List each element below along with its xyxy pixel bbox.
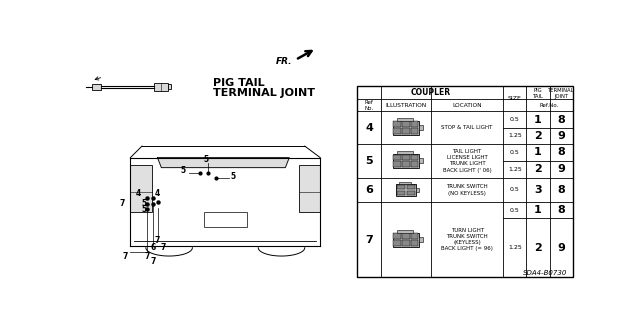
Text: 2: 2 bbox=[534, 164, 542, 174]
Bar bbox=[394, 241, 401, 246]
Text: ILLUSTRATION: ILLUSTRATION bbox=[385, 103, 426, 108]
Text: 5: 5 bbox=[365, 156, 373, 166]
Text: 1.25: 1.25 bbox=[508, 133, 522, 138]
Bar bbox=[411, 128, 419, 134]
Bar bbox=[399, 182, 412, 184]
Bar bbox=[397, 230, 413, 233]
Text: COUPLER: COUPLER bbox=[410, 88, 451, 97]
Text: 0.5: 0.5 bbox=[510, 188, 520, 192]
Text: Ref
No.: Ref No. bbox=[365, 100, 374, 111]
Text: 7: 7 bbox=[150, 257, 156, 266]
Text: 7: 7 bbox=[160, 243, 166, 252]
Text: 2: 2 bbox=[534, 243, 542, 253]
Bar bbox=[394, 122, 401, 127]
Bar bbox=[419, 159, 423, 163]
Text: 1.25: 1.25 bbox=[508, 167, 522, 172]
Bar bbox=[403, 234, 410, 239]
Text: TERMINAL
JOINT: TERMINAL JOINT bbox=[548, 88, 575, 99]
Text: TERMINAL JOINT: TERMINAL JOINT bbox=[213, 88, 316, 98]
Text: 2: 2 bbox=[534, 131, 542, 141]
Text: 5: 5 bbox=[142, 199, 147, 208]
Bar bbox=[394, 154, 401, 160]
Text: STOP & TAIL LIGHT: STOP & TAIL LIGHT bbox=[442, 125, 493, 130]
Text: 7: 7 bbox=[145, 252, 150, 261]
Text: PIG TAIL: PIG TAIL bbox=[213, 78, 265, 88]
Bar bbox=[411, 154, 419, 160]
Bar bbox=[131, 165, 152, 211]
Bar bbox=[403, 128, 410, 134]
Text: SIZE: SIZE bbox=[508, 96, 522, 101]
Text: TAIL LIGHT
LICENSE LIGHT
TRUNK LIGHT
BACK LIGHT (' 06): TAIL LIGHT LICENSE LIGHT TRUNK LIGHT BAC… bbox=[443, 149, 492, 173]
Bar bbox=[396, 184, 416, 196]
Bar bbox=[403, 122, 410, 127]
Text: 5: 5 bbox=[230, 172, 236, 182]
Text: 9: 9 bbox=[557, 164, 565, 174]
Bar bbox=[411, 241, 419, 246]
Text: 5: 5 bbox=[180, 166, 186, 175]
Text: 1: 1 bbox=[534, 147, 542, 157]
Bar bbox=[416, 188, 419, 192]
Text: 4: 4 bbox=[155, 189, 160, 198]
Bar bbox=[393, 233, 419, 247]
Bar bbox=[419, 237, 423, 242]
Text: 0.5: 0.5 bbox=[510, 117, 520, 122]
Bar bbox=[394, 234, 401, 239]
Text: 5: 5 bbox=[204, 155, 209, 164]
Text: 3: 3 bbox=[534, 185, 542, 195]
Bar bbox=[411, 122, 419, 127]
Text: 5: 5 bbox=[142, 205, 147, 214]
Text: 1.25: 1.25 bbox=[508, 245, 522, 250]
Polygon shape bbox=[157, 158, 289, 168]
Bar bbox=[406, 191, 415, 195]
Bar bbox=[419, 125, 423, 130]
Text: 4: 4 bbox=[136, 189, 141, 198]
Text: TURN LIGHT
TRUNK SWITCH
(KEYLESS)
BACK LIGHT (= 96): TURN LIGHT TRUNK SWITCH (KEYLESS) BACK L… bbox=[441, 228, 493, 251]
Bar bbox=[300, 165, 320, 211]
Bar bbox=[397, 118, 413, 121]
Bar bbox=[204, 211, 246, 227]
Bar bbox=[394, 128, 401, 134]
Bar bbox=[393, 154, 419, 168]
Text: 8: 8 bbox=[557, 205, 565, 215]
Bar bbox=[403, 241, 410, 246]
Bar bbox=[397, 191, 405, 195]
Bar bbox=[394, 161, 401, 167]
Text: 0.5: 0.5 bbox=[510, 150, 520, 155]
Text: Ref.No.: Ref.No. bbox=[540, 103, 559, 108]
Text: 8: 8 bbox=[557, 185, 565, 195]
Bar bbox=[393, 121, 419, 135]
Bar bbox=[403, 154, 410, 160]
Text: 4: 4 bbox=[365, 122, 373, 133]
Text: FR.: FR. bbox=[276, 57, 292, 66]
Text: 9: 9 bbox=[557, 131, 565, 141]
Text: PIG
TAIL: PIG TAIL bbox=[532, 88, 543, 99]
Text: 1: 1 bbox=[534, 205, 542, 215]
Text: 1: 1 bbox=[534, 115, 542, 124]
Bar bbox=[92, 84, 101, 90]
Text: 6: 6 bbox=[365, 185, 373, 195]
Text: 0.5: 0.5 bbox=[510, 208, 520, 213]
Text: LOCATION: LOCATION bbox=[452, 103, 482, 108]
Bar bbox=[168, 85, 172, 89]
Bar bbox=[397, 151, 413, 154]
Text: 6: 6 bbox=[150, 243, 156, 252]
Bar bbox=[411, 161, 419, 167]
Bar bbox=[411, 234, 419, 239]
Text: 8: 8 bbox=[557, 115, 565, 124]
Text: 9: 9 bbox=[557, 243, 565, 253]
Text: SDA4-B0730: SDA4-B0730 bbox=[523, 270, 567, 276]
Bar bbox=[358, 86, 573, 277]
Bar bbox=[403, 161, 410, 167]
Text: 7: 7 bbox=[155, 236, 160, 245]
Text: 8: 8 bbox=[557, 147, 565, 157]
Bar bbox=[154, 83, 168, 91]
Text: 7: 7 bbox=[120, 199, 125, 208]
Text: TRUNK SWITCH
(NO KEYLESS): TRUNK SWITCH (NO KEYLESS) bbox=[446, 184, 488, 196]
Text: 7: 7 bbox=[365, 235, 373, 245]
Bar bbox=[406, 185, 415, 189]
Text: 7: 7 bbox=[122, 252, 127, 261]
Bar bbox=[397, 185, 405, 189]
